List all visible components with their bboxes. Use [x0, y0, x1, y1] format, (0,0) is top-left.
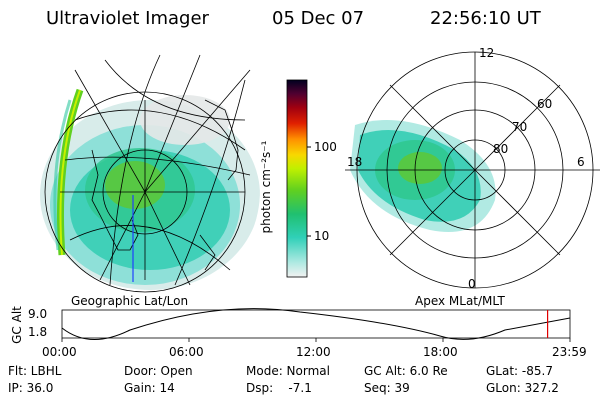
colorbar: [286, 79, 308, 278]
colorbar-tick-100: 100: [314, 140, 337, 154]
glon-field: GLon: 327.2: [486, 381, 559, 395]
time-tick-0600: 06:00: [169, 345, 204, 359]
instrument-title: Ultraviolet Imager: [46, 8, 209, 29]
time-tick-2359: 23:59: [552, 345, 587, 359]
mlt-label-18: 18: [347, 155, 363, 169]
gcalt-field: GC Alt: 6.0 Re: [364, 364, 448, 378]
time-tick-1800: 18:00: [423, 345, 458, 359]
date-label: 05 Dec 07: [272, 8, 365, 29]
mlt-label-0: 0: [468, 277, 476, 291]
altitude-curve: [61, 308, 571, 340]
polar-panel-label: Apex MLat/MLT: [415, 294, 505, 308]
geo-coastline: [91, 99, 239, 271]
seq-field: Seq: 39: [364, 381, 410, 395]
polar-grid: [345, 51, 600, 289]
gain-field: Gain: 14: [124, 381, 175, 395]
time-label: 22:56:10 UT: [430, 8, 541, 29]
mlat-label-60: 60: [537, 97, 553, 111]
mlat-label-70: 70: [512, 120, 528, 134]
dsp-field: Dsp: -7.1: [246, 381, 312, 395]
polar-aurora-map: [350, 120, 496, 232]
ip-field: IP: 36.0: [8, 381, 54, 395]
geo-aurora-map: [40, 95, 260, 290]
glat-field: GLat: -85.7: [486, 364, 553, 378]
mlt-label-12: 12: [479, 46, 495, 60]
altitude-axis-label: GC Alt: [9, 306, 24, 344]
mlat-label-80: 80: [493, 142, 509, 156]
colorbar-tick-10: 10: [314, 229, 330, 243]
geo-grid: [44, 54, 251, 293]
door-field: Door: Open: [124, 364, 193, 378]
alt-tick-9: 9.0: [28, 307, 48, 321]
geo-panel-label: Geographic Lat/Lon: [71, 294, 189, 308]
mlt-label-6: 6: [577, 155, 585, 169]
time-tick-1200: 12:00: [296, 345, 331, 359]
mode-field: Mode: Normal: [246, 364, 330, 378]
alt-tick-1-8: 1.8: [28, 325, 48, 339]
time-tick-0000: 00:00: [42, 345, 77, 359]
flt-field: Flt: LBHL: [8, 364, 62, 378]
colorbar-unit-label: photon cm⁻²s⁻¹: [259, 140, 273, 234]
